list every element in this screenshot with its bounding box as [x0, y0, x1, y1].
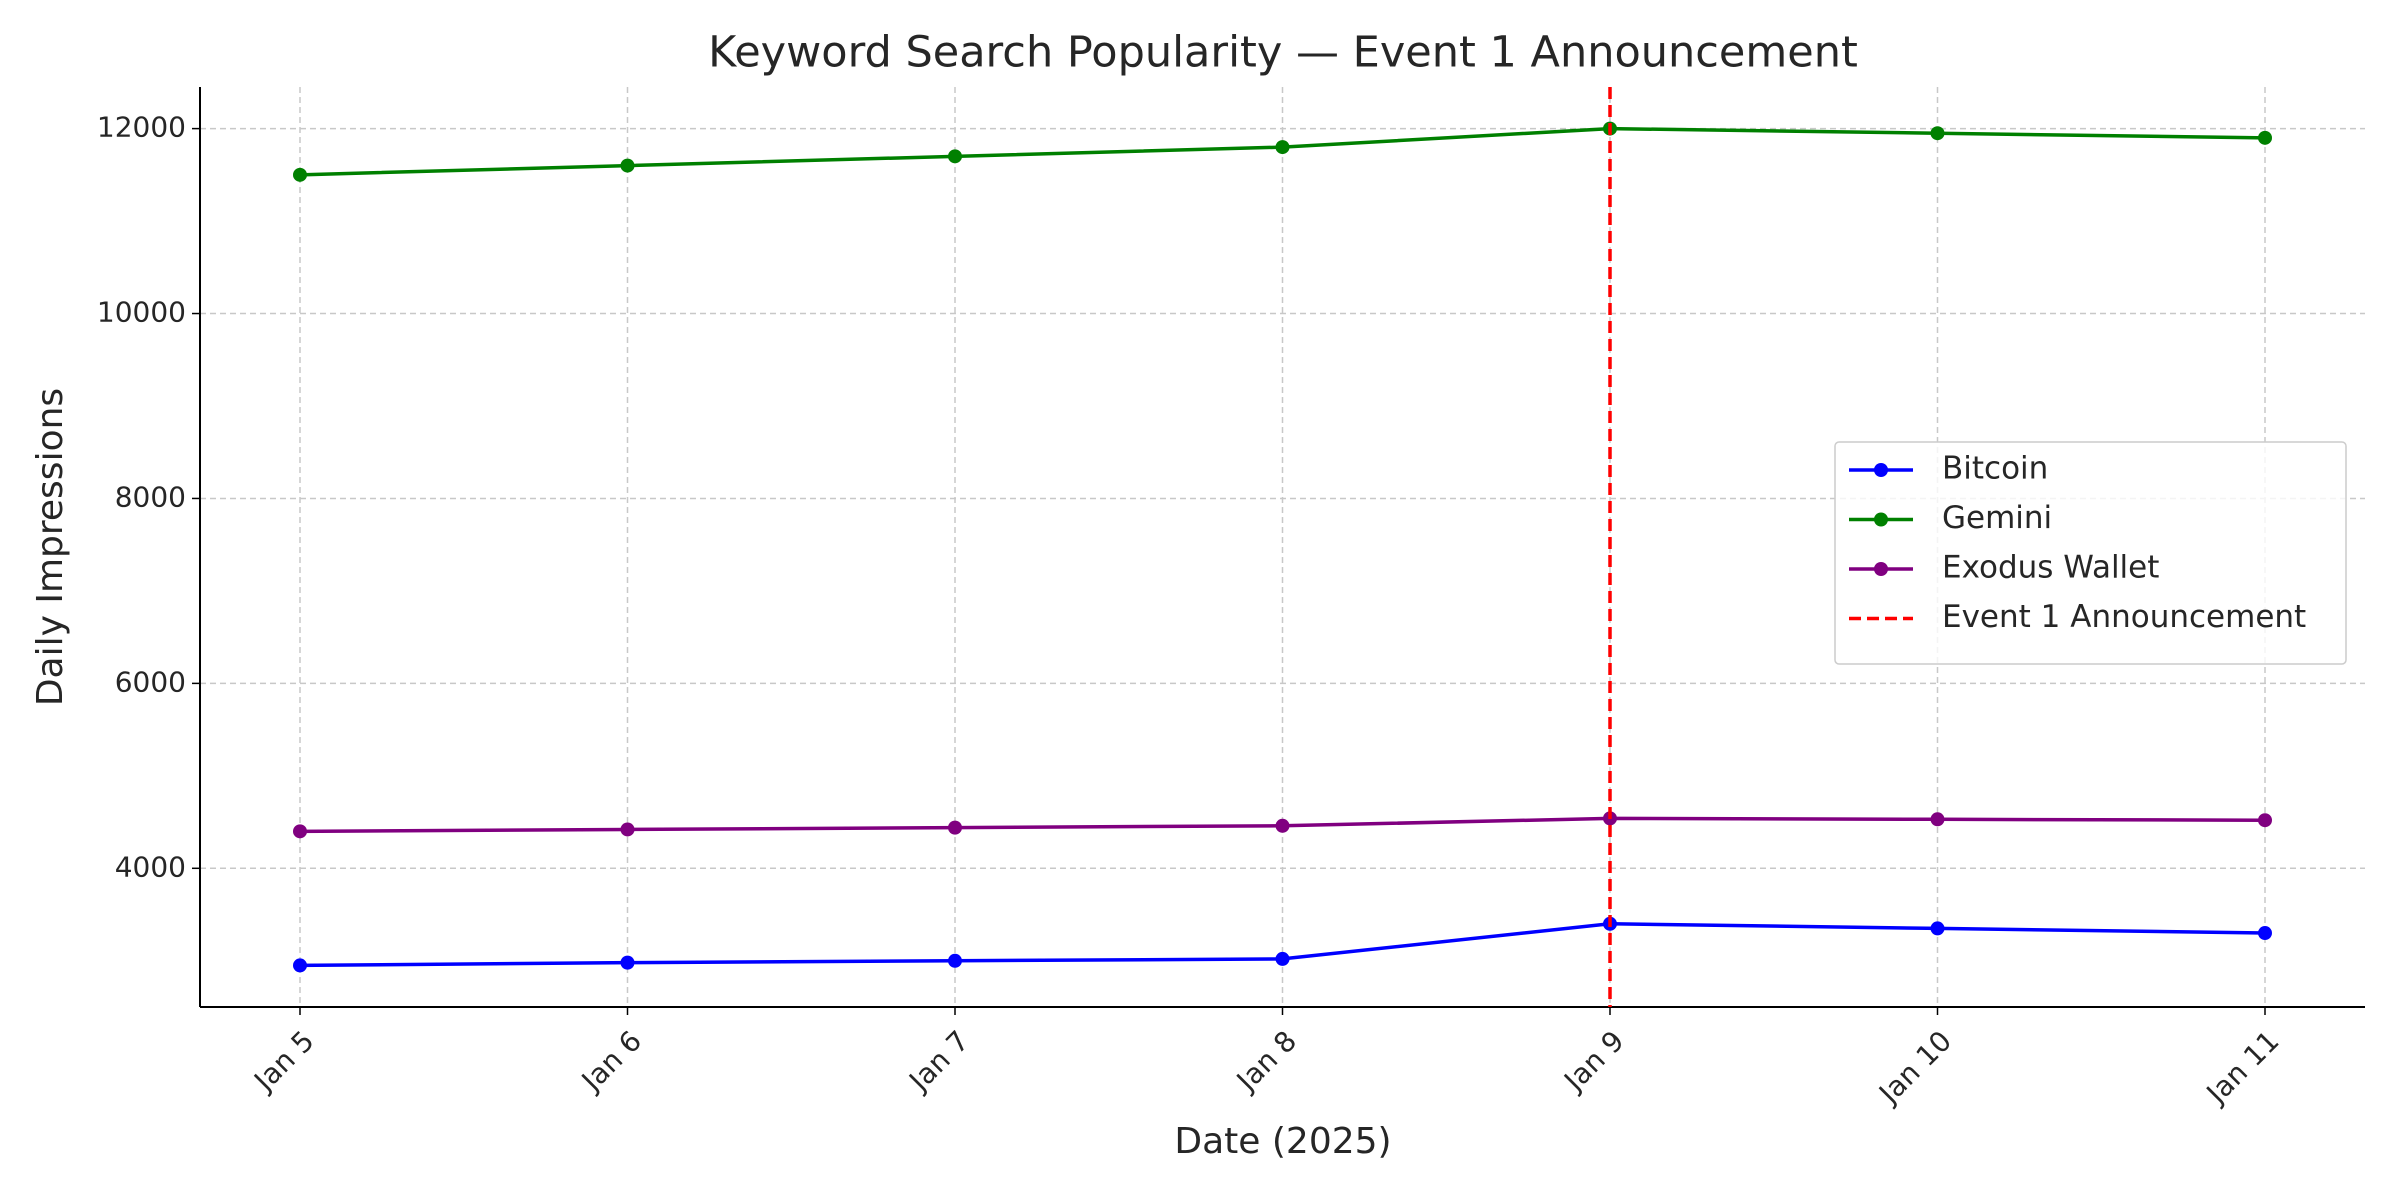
- data-point: [2258, 813, 2272, 828]
- legend-label: Event 1 Announcement: [1942, 599, 2306, 635]
- data-point: [293, 167, 307, 182]
- data-point: [1275, 140, 1290, 155]
- data-point: [1275, 818, 1290, 833]
- data-point: [620, 955, 635, 970]
- x-tick-label: Jan 5: [246, 1024, 320, 1098]
- data-point: [620, 158, 635, 173]
- y-tick-label: 8000: [115, 480, 186, 513]
- chart-title: Keyword Search Popularity — Event 1 Anno…: [708, 28, 1858, 78]
- legend-marker: [1874, 562, 1888, 576]
- y-tick-label: 10000: [97, 296, 186, 329]
- data-point: [948, 820, 962, 835]
- data-point: [620, 822, 635, 837]
- legend-marker: [1874, 512, 1888, 527]
- y-tick-label: 6000: [115, 665, 186, 698]
- legend-marker: [1874, 463, 1888, 477]
- x-tick-label: Jan 10: [1871, 1024, 1958, 1111]
- x-tick-label: Jan 11: [2199, 1024, 2286, 1111]
- x-tick-label: Jan 6: [574, 1024, 648, 1098]
- data-point: [1930, 921, 1945, 936]
- x-tick-label: Jan 8: [1229, 1024, 1303, 1098]
- legend-label: Gemini: [1942, 500, 2052, 536]
- y-tick-label: 4000: [115, 850, 186, 883]
- data-point: [2258, 926, 2272, 941]
- data-point: [1930, 812, 1945, 827]
- data-point: [948, 149, 962, 164]
- data-point: [2258, 130, 2272, 145]
- data-point: [293, 824, 307, 839]
- legend-label: Bitcoin: [1942, 451, 2048, 487]
- x-axis-label: Date (2025): [1174, 1121, 1391, 1162]
- x-tick-label: Jan 9: [1556, 1024, 1630, 1098]
- y-tick-label: 12000: [97, 111, 186, 144]
- legend-label: Exodus Wallet: [1942, 550, 2159, 586]
- legend-box: [1834, 441, 2347, 665]
- x-tick-label: Jan 7: [901, 1024, 975, 1098]
- data-point: [948, 953, 962, 968]
- legend: Bitcoin Gemini Exodus Wallet Event 1 Announ…: [1834, 441, 2347, 665]
- data-point: [1275, 951, 1290, 966]
- y-axis-label: Daily Impressions: [30, 388, 71, 706]
- data-point: [293, 958, 307, 973]
- data-point: [1930, 126, 1945, 141]
